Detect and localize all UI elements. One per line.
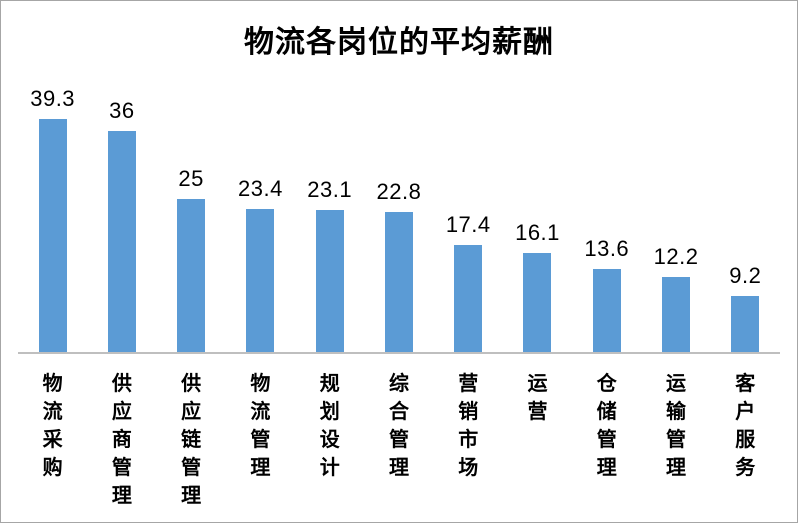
bar-value-label: 22.8 — [376, 179, 422, 205]
bar-slot: 13.6 — [572, 86, 641, 352]
category-label: 供应商管理 — [111, 373, 132, 507]
bar-value-label: 13.6 — [584, 235, 630, 261]
bar — [592, 268, 621, 352]
bar-slot: 23.4 — [226, 86, 295, 352]
bar-value-label: 17.4 — [445, 212, 491, 238]
category-label: 规划设计 — [319, 373, 340, 479]
category-label: 仓储管理 — [596, 373, 617, 479]
bar — [662, 277, 691, 352]
category-label: 运营 — [527, 373, 548, 423]
category-label: 供应链管理 — [181, 373, 202, 507]
bar — [177, 198, 206, 352]
bar-value-label: 23.1 — [307, 177, 353, 203]
bar — [731, 295, 760, 352]
category-label: 运输管理 — [666, 373, 687, 479]
bar-value-label: 25 — [178, 165, 204, 191]
bar-slot: 23.1 — [295, 86, 364, 352]
category-labels: 物流采购 供应商管理 供应链管理 物流管理 规划设计 综合管理 营销市场 运营 仓储管理 运输管理… — [18, 372, 780, 522]
bar — [454, 245, 483, 352]
bar-slot: 12.2 — [641, 86, 710, 352]
bar-slot: 17.4 — [434, 86, 503, 352]
bar-value-label: 9.2 — [729, 262, 762, 288]
category-label: 物流采购 — [42, 373, 63, 479]
bar-slot: 39.3 — [18, 86, 87, 352]
category-label: 营销市场 — [458, 373, 479, 479]
category-label: 综合管理 — [388, 373, 409, 479]
bar-value-label: 39.3 — [30, 86, 76, 111]
bar — [384, 212, 413, 352]
bar-slot: 25 — [157, 86, 226, 352]
bar — [107, 131, 136, 352]
bar — [246, 208, 275, 352]
bar-value-label: 16.1 — [515, 220, 560, 246]
bar-slot: 36 — [87, 86, 156, 352]
chart-title: 物流各岗位的平均薪酬 — [244, 26, 554, 59]
bar-slot: 22.8 — [364, 86, 433, 352]
bar-value-label: 36 — [109, 98, 135, 124]
category-label: 物流管理 — [250, 373, 271, 479]
bar-slot: 16.1 — [503, 86, 572, 352]
bar-value-label: 12.2 — [653, 244, 699, 270]
bar — [315, 210, 344, 352]
category-label: 客户服务 — [735, 373, 756, 479]
bar — [38, 119, 67, 352]
bar-slot: 9.2 — [711, 86, 780, 352]
plot-area: 39.3 36 25 23.4 23.1 22.8 17.4 16.1 13.6 12.2 9.2 — [18, 86, 780, 354]
bar — [523, 253, 552, 352]
bar-value-label: 23.4 — [238, 175, 283, 201]
